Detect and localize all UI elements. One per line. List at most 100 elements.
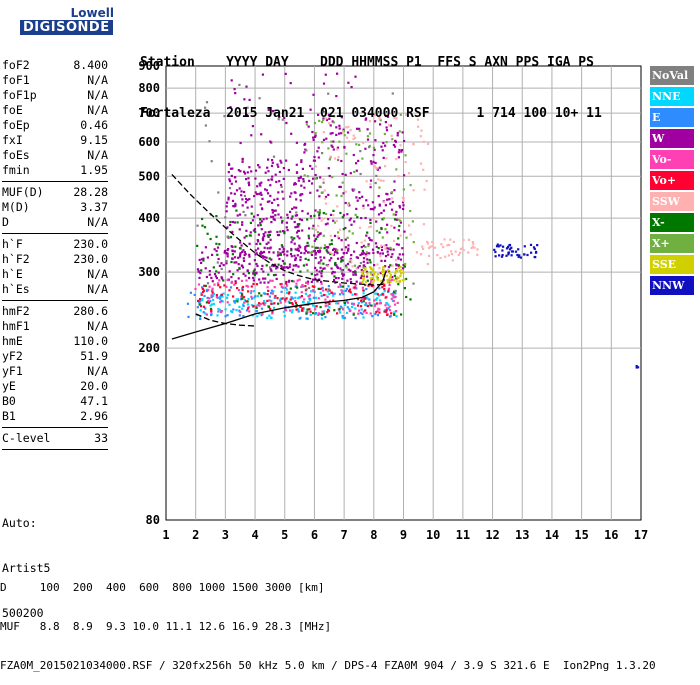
echo-point [289, 210, 292, 213]
echo-point [375, 311, 378, 314]
echo-point [412, 241, 415, 244]
echo-point [416, 118, 420, 121]
echo-point [401, 201, 405, 204]
echo-point [336, 72, 339, 75]
echo-point [237, 256, 240, 259]
echo-point [319, 306, 322, 309]
echo-point [279, 297, 282, 300]
echo-point [446, 244, 449, 247]
echo-point [422, 168, 425, 171]
echo-point [252, 270, 255, 273]
echo-point [405, 113, 408, 116]
echo-point [328, 117, 331, 120]
echo-point [308, 179, 311, 182]
echo-point [248, 198, 251, 201]
echo-point [379, 119, 382, 122]
echo-point [389, 280, 392, 284]
echo-point [246, 300, 249, 303]
echo-point [309, 108, 312, 111]
echo-point [293, 206, 296, 209]
echo-point [282, 230, 285, 233]
x-tick-label: 4 [251, 528, 258, 542]
echo-point [378, 186, 381, 189]
echo-point [332, 253, 336, 256]
echo-point [277, 263, 280, 266]
echo-point [362, 310, 365, 313]
echo-point [351, 232, 354, 235]
echo-point [253, 273, 256, 277]
header-values: Fortaleza 2015 Jan21 021 034000 RSF 1 71… [140, 106, 602, 121]
echo-point [244, 214, 247, 217]
echo-point [349, 129, 352, 132]
echo-point [352, 302, 355, 305]
echo-point [206, 296, 209, 299]
echo-point [454, 250, 457, 253]
echo-point [324, 223, 327, 226]
echo-point [291, 303, 294, 306]
echo-point [290, 296, 293, 299]
echo-point [196, 306, 199, 309]
echo-point [381, 252, 384, 255]
echo-point [362, 316, 365, 319]
echo-point [324, 73, 327, 76]
echo-point [342, 228, 345, 231]
echo-point [356, 298, 360, 301]
echo-point [312, 136, 315, 139]
echo-point [327, 251, 330, 254]
echo-point [212, 298, 215, 302]
echo-point [392, 292, 395, 295]
echo-point [246, 106, 249, 109]
echo-point [427, 142, 430, 145]
echo-point [330, 267, 333, 270]
echo-point [344, 226, 347, 230]
echo-point [230, 174, 233, 177]
digisonde-logo: Lowell DIGISONDE [2, 6, 114, 40]
echo-point [355, 162, 358, 165]
echo-point [243, 170, 246, 173]
echo-point [373, 279, 376, 282]
echo-point [277, 213, 280, 216]
echo-point [328, 302, 331, 305]
echo-point [247, 297, 250, 301]
echo-point [200, 293, 203, 296]
echo-point [452, 240, 455, 243]
echo-point [337, 158, 340, 162]
echo-point [310, 272, 313, 276]
echo-point [377, 178, 380, 181]
echo-point [285, 288, 289, 291]
echo-point [280, 244, 283, 247]
echo-point [379, 255, 382, 258]
echo-point [242, 314, 245, 318]
echo-point [319, 287, 322, 290]
echo-point [317, 312, 321, 315]
echo-point [402, 199, 405, 202]
echo-point [369, 277, 372, 280]
echo-point [404, 161, 407, 164]
echo-point [507, 251, 510, 254]
echo-point [357, 304, 360, 307]
echo-point [208, 285, 211, 288]
echo-point [398, 253, 401, 256]
echo-point [224, 216, 227, 219]
echo-point [226, 296, 229, 299]
echo-point [326, 295, 329, 298]
echo-point [298, 237, 301, 240]
echo-point [354, 284, 357, 287]
echo-point [233, 283, 236, 286]
echo-point [330, 140, 333, 143]
echo-point [307, 237, 311, 240]
echo-point [336, 249, 339, 252]
echo-point [228, 187, 232, 190]
echo-point [374, 120, 377, 123]
echo-point [279, 252, 282, 255]
echo-point [390, 255, 393, 258]
echo-point [216, 246, 220, 249]
echo-point [397, 229, 400, 232]
echo-point [329, 234, 332, 237]
echo-point [287, 280, 290, 283]
echo-point [295, 171, 299, 174]
echo-point [222, 264, 225, 267]
echo-point [345, 136, 349, 139]
echo-point [385, 302, 388, 305]
echo-point [272, 290, 275, 293]
